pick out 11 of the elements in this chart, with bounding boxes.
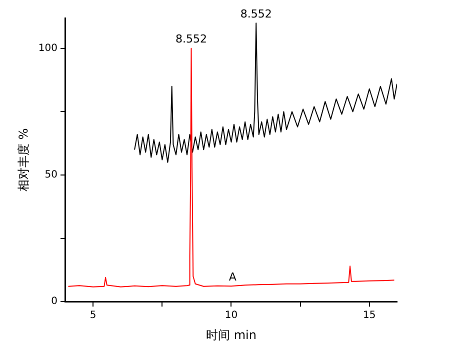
x-tick-label: 5: [90, 310, 96, 322]
annotation: 8.552: [240, 7, 272, 20]
annotation: 8.552: [175, 32, 207, 46]
y-tick-label: 0: [51, 296, 58, 308]
y-tick-label: 50: [44, 170, 58, 181]
y-axis-title: 相对丰度 %: [16, 128, 30, 192]
x-tick-label: 15: [363, 310, 376, 322]
y-tick-label: 100: [38, 42, 58, 54]
x-tick-label: 10: [224, 310, 238, 322]
annotation: A: [228, 270, 237, 284]
x-axis-title: 时间 min: [206, 328, 256, 342]
